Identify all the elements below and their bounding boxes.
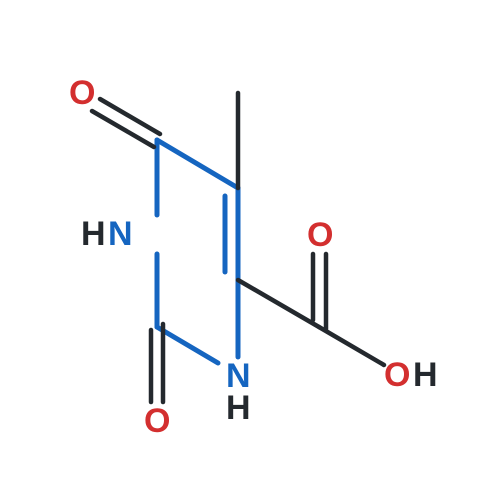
atom-n3: N xyxy=(108,215,133,253)
atom-n1-h: H xyxy=(226,389,251,427)
atom-odouble: O xyxy=(307,216,333,254)
atom-n3-h: H xyxy=(81,215,106,253)
molecule-diagram: O O O O H H N N H xyxy=(0,0,500,500)
atom-oh-o: O xyxy=(384,356,410,394)
bond-c4-c5 xyxy=(157,140,238,188)
bond-carboxy-oh xyxy=(319,327,384,365)
atom-o2: O xyxy=(144,402,170,440)
atom-oh-h: H xyxy=(413,356,438,394)
bond-n1-c2 xyxy=(157,327,218,363)
bond-c4-o4a xyxy=(92,111,154,147)
atom-o4: O xyxy=(69,74,95,112)
bond-c6-carboxy xyxy=(238,280,319,327)
bond-c4-o4b xyxy=(100,99,160,134)
